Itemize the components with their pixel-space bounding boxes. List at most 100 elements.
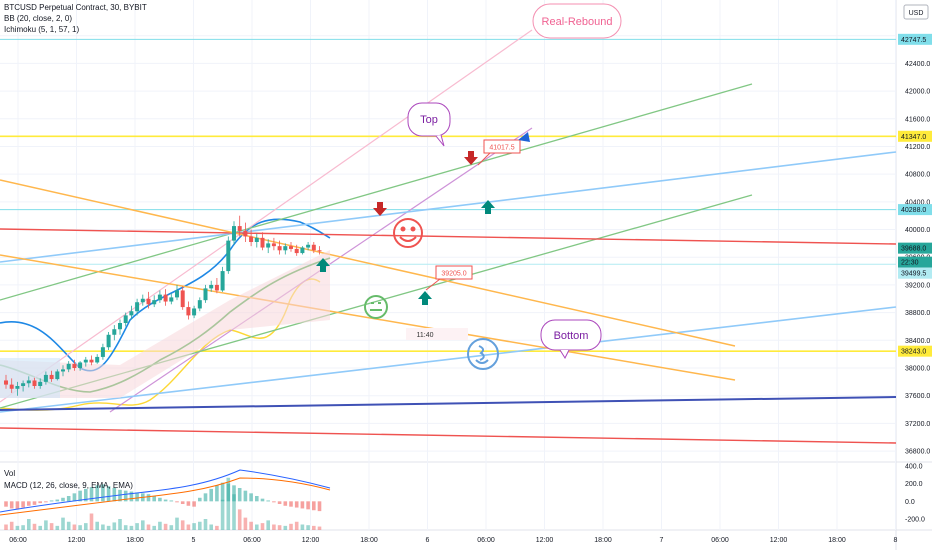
volume-bar — [198, 521, 202, 530]
candle-body — [129, 311, 134, 316]
macd-bar — [289, 501, 293, 507]
trend-line — [0, 254, 736, 381]
macd-bar — [283, 501, 288, 506]
macd-label[interactable]: MACD (12, 26, close, 9, EMA, EMA) — [4, 481, 133, 490]
trend-line — [0, 83, 753, 301]
candle-body — [89, 359, 94, 363]
price-tag-lower[interactable]: 39205.0 — [425, 265, 473, 291]
candle-body — [83, 359, 88, 363]
volume-bar — [237, 509, 242, 530]
candle-body — [135, 302, 140, 312]
macd-bar — [203, 493, 208, 502]
volume-bar — [175, 517, 179, 530]
candle-body — [95, 356, 100, 363]
volume-bar — [146, 524, 151, 530]
volume-bar — [203, 519, 208, 530]
volume-bar — [306, 525, 310, 530]
down-arrow-icon — [373, 151, 478, 216]
real-rebound-callout[interactable]: Real-Rebound — [532, 3, 622, 39]
indicator-bb[interactable]: BB (20, close, 2, 0) — [4, 14, 72, 23]
vol-label[interactable]: Vol — [4, 469, 15, 478]
indicator-ichimoku[interactable]: Ichimoku (5, 1, 57, 1) — [4, 25, 79, 34]
volume-bar — [186, 524, 191, 530]
real-rebound-label: Real-Rebound — [542, 16, 613, 28]
macd-bar — [84, 488, 88, 502]
volume-bar — [21, 525, 25, 530]
candle-body — [163, 294, 168, 302]
trend-line — [0, 179, 736, 347]
candle-body — [226, 240, 231, 272]
macd-bar — [192, 501, 196, 507]
macd-bar — [9, 501, 14, 509]
x-tick-label: 8 — [894, 537, 898, 544]
price-tag-background — [898, 242, 932, 254]
candle-body — [186, 307, 191, 316]
macd-bar — [186, 501, 191, 506]
volume-bar — [255, 524, 259, 530]
macd-bar — [95, 485, 99, 502]
trend-line — [0, 427, 897, 444]
volume-bar — [61, 517, 65, 530]
candle-body — [61, 369, 65, 372]
macd-bar — [112, 488, 117, 502]
volume-bar — [32, 523, 37, 530]
macd-bar — [272, 501, 276, 503]
volume-bar — [55, 525, 60, 530]
y-tick-label: 38000.0 — [905, 366, 930, 373]
y-tick-label: 41600.0 — [905, 116, 930, 123]
candle-body — [209, 284, 214, 289]
volume-bar — [106, 525, 111, 530]
x-tick-label: 06:00 — [243, 537, 261, 544]
macd-bar — [61, 497, 65, 502]
volume-bar — [44, 520, 48, 530]
neutral-face-icon — [364, 295, 388, 319]
volume-bar — [232, 494, 236, 530]
x-tick-label: 5 — [192, 537, 196, 544]
macd-bar — [38, 501, 42, 504]
time-marker-label: 11:40 — [417, 332, 434, 339]
trend-line — [0, 151, 897, 263]
price-tag-upper[interactable]: 41017.5 — [477, 139, 521, 166]
macd-bar — [260, 498, 265, 502]
macd-bar — [306, 501, 310, 510]
volume-bar — [78, 525, 82, 530]
candle-body — [169, 297, 174, 302]
candle-body — [243, 230, 248, 237]
volume-bar — [192, 523, 196, 530]
price-tag: 39688.0 — [898, 242, 932, 254]
trend-line — [0, 306, 897, 413]
trend-line — [0, 29, 533, 403]
bottom-callout[interactable]: Bottom — [540, 319, 602, 360]
macd-bar — [220, 482, 225, 502]
candle-body — [277, 246, 282, 251]
macd-bar — [209, 488, 213, 502]
macd-bar — [312, 501, 316, 511]
macd-bar — [249, 493, 253, 502]
candle-body — [43, 374, 48, 382]
price-tag-label: 40288.0 — [901, 207, 926, 214]
trend-lines[interactable] — [0, 29, 897, 444]
y-tick-label: 39200.0 — [905, 282, 930, 289]
volume-bar — [215, 525, 219, 530]
volume-bar — [123, 525, 128, 530]
price-tag: 42747.5 — [898, 33, 932, 45]
top-callout[interactable]: Top — [407, 102, 451, 147]
y-tick-label: 37600.0 — [905, 393, 930, 400]
x-tick-label: 18:00 — [828, 537, 846, 544]
macd-bar — [55, 499, 60, 502]
candle-body — [232, 226, 236, 241]
currency-badge[interactable]: USD — [903, 4, 929, 20]
candle-body — [306, 244, 311, 248]
x-tick-label: 12:00 — [68, 537, 86, 544]
volume-bar — [260, 523, 265, 530]
macd-bar — [4, 501, 8, 507]
candle-body — [66, 363, 71, 370]
volume-bar — [249, 521, 253, 530]
symbol-line[interactable]: BTCUSD Perpetual Contract, 30, BYBIT — [4, 3, 147, 12]
trend-line — [0, 228, 897, 245]
volume-bar — [152, 525, 156, 530]
volume-bar — [135, 523, 139, 530]
macd-bar — [146, 494, 151, 502]
